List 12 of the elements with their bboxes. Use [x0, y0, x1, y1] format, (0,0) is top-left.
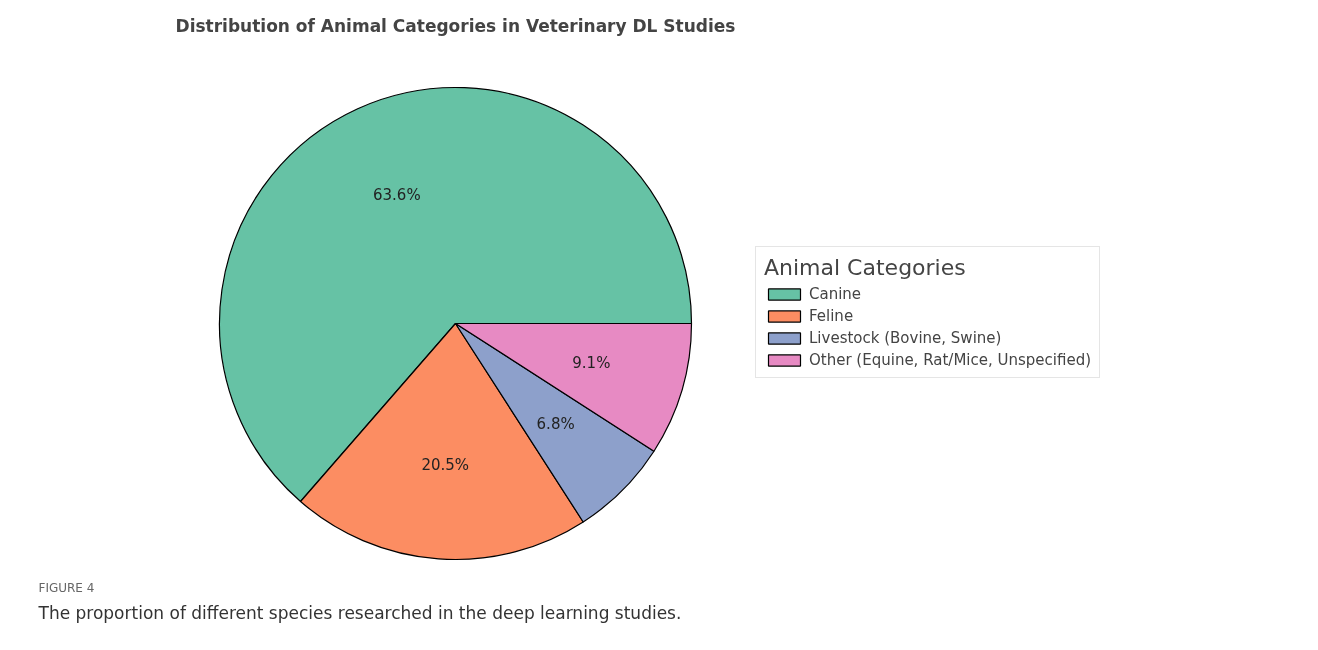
chart-title: Distribution of Animal Categories in Veterinary DL Studies — [175, 15, 736, 36]
legend-label: Canine — [809, 285, 862, 303]
data-label: 63.6% — [373, 185, 421, 204]
caption: FIGURE 4 — [38, 580, 95, 595]
data-label: 20.5% — [421, 455, 470, 474]
legend-label: Other (Equine, Rat/Mice, Unspecified) — [809, 351, 1092, 369]
data-label: 6.8% — [536, 414, 575, 433]
legend-label: Livestock (Bovine, Swine) — [809, 329, 1002, 347]
text: The proportion of different species researched in the deep learning studies. — [37, 602, 682, 623]
data-label: 9.1% — [572, 354, 611, 373]
legend-label: Feline — [809, 307, 854, 325]
legend-title: Animal Categories — [764, 255, 967, 280]
